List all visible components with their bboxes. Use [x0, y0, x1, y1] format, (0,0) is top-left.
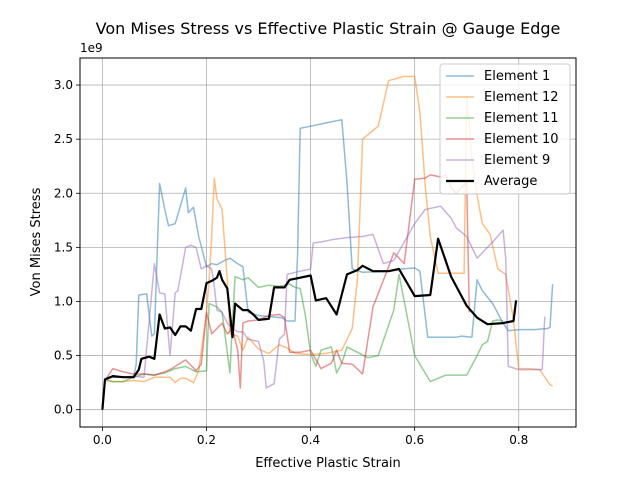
x-tick-label: 0.6 — [405, 433, 424, 447]
legend-label-element-9: Element 9 — [484, 153, 550, 168]
legend-label-element-11: Element 11 — [484, 111, 559, 126]
y-tick-label: 3.0 — [54, 78, 73, 92]
y-tick-label: 2.0 — [54, 186, 73, 200]
plot-frame — [79, 57, 577, 428]
series-line-element-9 — [101, 205, 546, 407]
y-tick-label: 1.0 — [54, 294, 73, 308]
series-line-element-11 — [101, 273, 504, 407]
legend-label-average: Average — [484, 174, 537, 189]
x-tick-label: 0.8 — [509, 433, 528, 447]
y-tick-label: 0.0 — [54, 403, 73, 417]
chart-title: Von Mises Stress vs Effective Plastic St… — [96, 19, 561, 38]
legend-label-element-1: Element 1 — [484, 69, 550, 84]
x-tick-label: 0.0 — [93, 433, 112, 447]
y-tick-label: 1.5 — [54, 240, 73, 254]
x-tick-label: 0.4 — [301, 433, 320, 447]
y-axis-label: Von Mises Stress — [29, 187, 44, 296]
legend: Element 1 Element 12 Element 11 Element 10 E… — [439, 63, 571, 195]
y-tick-label: 0.5 — [54, 349, 73, 363]
axis-ticks: 0.0 0.2 0.4 0.6 0.8 0.0 0.5 1.0 1.5 2.0 2.5 3.0 — [54, 78, 528, 447]
y-multiplier-label: 1e9 — [80, 41, 103, 55]
x-tick-label: 0.2 — [197, 433, 216, 447]
x-axis-label: Effective Plastic Strain — [255, 456, 401, 471]
legend-label-element-10: Element 10 — [484, 132, 559, 147]
legend-label-element-12: Element 12 — [484, 90, 559, 105]
series-line-element-10 — [101, 174, 471, 407]
series-line-element-12 — [101, 75, 553, 407]
series-lines — [101, 75, 554, 410]
series-line-average — [101, 237, 518, 410]
y-tick-label: 2.5 — [54, 132, 73, 146]
